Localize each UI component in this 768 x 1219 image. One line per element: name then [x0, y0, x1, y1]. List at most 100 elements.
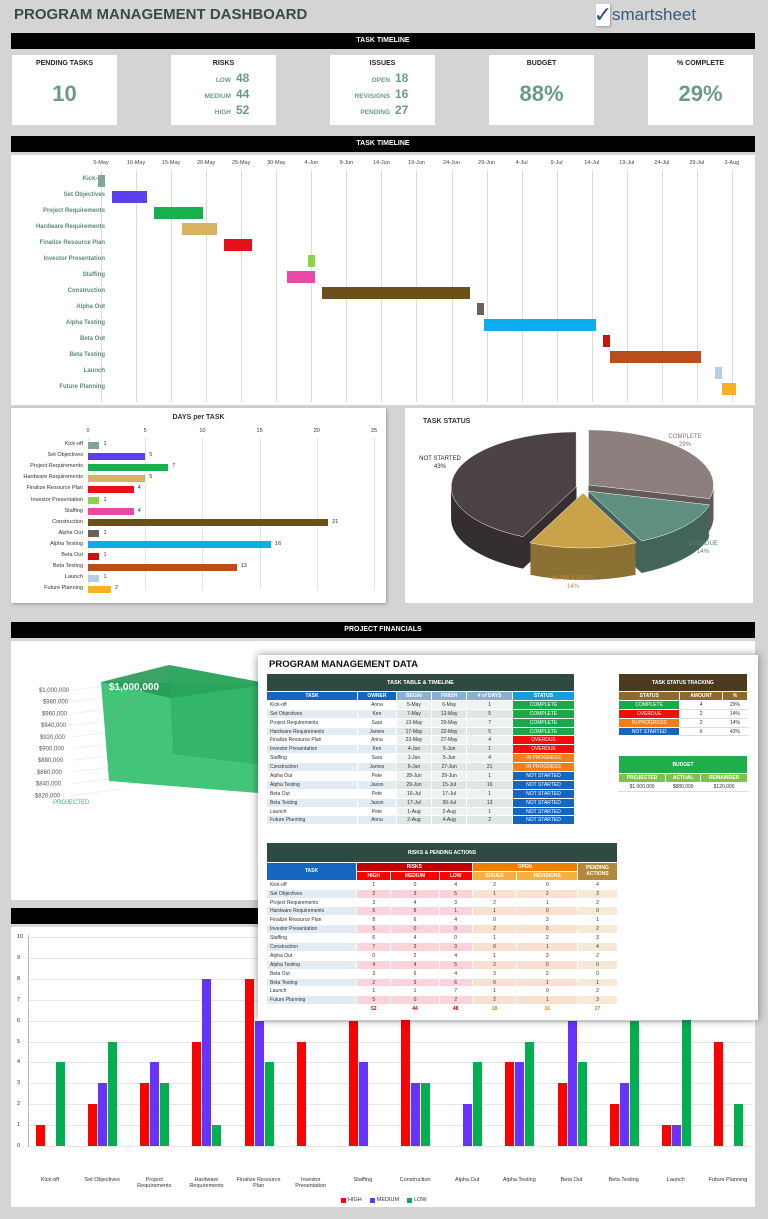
- bar-category-label: Alpha Testing: [50, 540, 83, 547]
- legend-item: LOW: [407, 1197, 427, 1203]
- table-cell: Project Requirements: [266, 897, 357, 908]
- table-row: $1,000,000 $880,000 $120,000: [617, 781, 748, 792]
- table-cell: 4: [390, 933, 440, 944]
- bar-category-label: Beta Testing: [52, 563, 83, 570]
- status-badge: COMPLETE: [617, 699, 681, 710]
- table-title: BUDGET: [618, 755, 748, 774]
- gantt-task-label: Alpha Out: [76, 304, 105, 310]
- pie-slice: [529, 492, 637, 549]
- risks-pending-table: RISKS & PENDING ACTIONS TASK RISKS OPEN PEND…: [266, 842, 618, 1015]
- gantt-date-label: 4-Jun: [304, 160, 319, 166]
- bar-category-label: Kick-off: [64, 441, 83, 447]
- gantt-date-label: 10-May: [126, 160, 146, 166]
- table-cell: 3: [577, 888, 618, 899]
- bar-value-label: 1: [103, 529, 107, 536]
- column-header: REMAINDER: [700, 773, 748, 783]
- gantt-gridline: [486, 170, 488, 402]
- table-cell: 2-Aug: [431, 806, 468, 817]
- y-tick-label: 6: [17, 1017, 21, 1024]
- y-tick-label: 4: [17, 1059, 21, 1066]
- kpi-item-label: LOW: [215, 77, 231, 84]
- axis-tick-label: 15: [256, 428, 263, 434]
- gantt-bar: [308, 255, 316, 267]
- table-row: Investor Presentation Ken 4-Jun 5-Jun 1 OVERD…: [266, 744, 576, 755]
- table-cell: 0: [577, 906, 618, 917]
- bar-value-label: 5: [149, 452, 153, 459]
- table-cell: 6: [679, 726, 723, 737]
- bar: [88, 563, 237, 571]
- group-header-row: TASK RISKS OPEN PENDING ACTIONS: [266, 862, 618, 881]
- table-cell: 1-Aug: [395, 806, 433, 817]
- gantt-date-label: 29-Jun: [478, 160, 495, 166]
- gantt-gridline: [626, 170, 628, 402]
- table-cell: 0: [577, 968, 618, 979]
- bar-high: [296, 1041, 306, 1146]
- bar: [88, 585, 111, 593]
- status-badge: OVERDUE: [511, 744, 576, 755]
- table-row: Beta Testing Jason 17-Jul 30-Jul 13 NOT START…: [266, 797, 576, 808]
- gantt-task-label: Hardware Requirements: [35, 224, 105, 230]
- gantt-date-label: 5-May: [93, 160, 109, 166]
- total-value: 16: [516, 1004, 578, 1015]
- kpi-complete: % COMPLETE 29%: [648, 55, 753, 125]
- table-cell: 2: [466, 815, 513, 826]
- gridline: [28, 1062, 753, 1064]
- gridline: [28, 1104, 753, 1106]
- gridline: [28, 1041, 753, 1043]
- table-cell: 1: [516, 942, 578, 952]
- status-badge: NOT STARTED: [511, 806, 576, 817]
- y-tick-label: 9: [17, 954, 21, 961]
- table-cell: Alpha Out: [266, 771, 358, 781]
- table-row: Beta Testing 2 3 6 0 1 1: [266, 977, 618, 988]
- table-cell: 23-May: [395, 735, 433, 746]
- table-cell: Pete: [356, 771, 397, 781]
- bar-high: [88, 1104, 98, 1146]
- table-cell: 13: [466, 797, 513, 808]
- gridline: [28, 1146, 753, 1147]
- table-cell: 6: [438, 977, 473, 988]
- task-status-chart: TASK STATUS COMPLETE 29% OVERDUE 14% IN PROG…: [405, 408, 753, 603]
- pie-label: NOT STARTED: [419, 456, 461, 462]
- table-cell: 3: [438, 897, 473, 908]
- gantt-date-label: 14-Jul: [584, 160, 600, 166]
- table-cell: 4-Jun: [395, 744, 433, 755]
- table-cell: 0: [516, 906, 578, 917]
- table-row: COMPLETE 4 29%: [617, 699, 749, 710]
- table-cell: 3: [438, 942, 473, 952]
- gantt-task-label: Kick-off: [82, 176, 105, 182]
- total-value: 48: [438, 1004, 473, 1015]
- bar-side: [169, 665, 271, 766]
- bar-category-label: Alpha Out: [58, 529, 83, 536]
- table-cell: 5: [355, 924, 392, 935]
- table-cell: 7: [355, 942, 392, 952]
- table-cell: 4: [577, 942, 618, 952]
- status-badge: NOT STARTED: [617, 726, 681, 737]
- kpi-label: % COMPLETE: [676, 60, 725, 67]
- bar: [88, 463, 169, 471]
- gantt-task-label: Set Objectives: [63, 192, 105, 198]
- column-header: TASK: [266, 862, 357, 881]
- kpi-pending-tasks: PENDING TASKS 10: [12, 55, 117, 125]
- pie-label: OVERDUE: [688, 541, 718, 547]
- group-header: RISKS: [356, 862, 473, 872]
- table-cell: 4: [390, 897, 440, 908]
- y-tick-label: 7: [17, 996, 21, 1003]
- chart-title: TASK STATUS: [423, 418, 471, 425]
- table-cell: 0: [438, 933, 473, 944]
- x-category-label: Construction: [399, 1177, 431, 1183]
- gantt-gridline: [451, 170, 453, 402]
- table-row: Staffing Sara 1-Jun 5-Jun 4 IN PROGRESS: [266, 753, 576, 764]
- x-category-label: Alpha Out: [454, 1177, 480, 1183]
- gantt-gridline: [661, 170, 663, 402]
- total-value: 44: [390, 1004, 440, 1015]
- table-cell: 2: [471, 897, 518, 908]
- column-header: %: [721, 691, 749, 701]
- status-badge: NOT STARTED: [511, 771, 576, 781]
- gantt-date-label: 19-Jul: [619, 160, 635, 166]
- bar-medium: [515, 1062, 525, 1146]
- table-cell: 3: [390, 888, 440, 899]
- gantt-bar: [483, 319, 596, 331]
- kpi-section-header: TASK TIMELINE: [11, 33, 755, 49]
- gantt-date-label: 24-Jun: [443, 160, 460, 166]
- kpi-item-value: 18: [395, 71, 409, 85]
